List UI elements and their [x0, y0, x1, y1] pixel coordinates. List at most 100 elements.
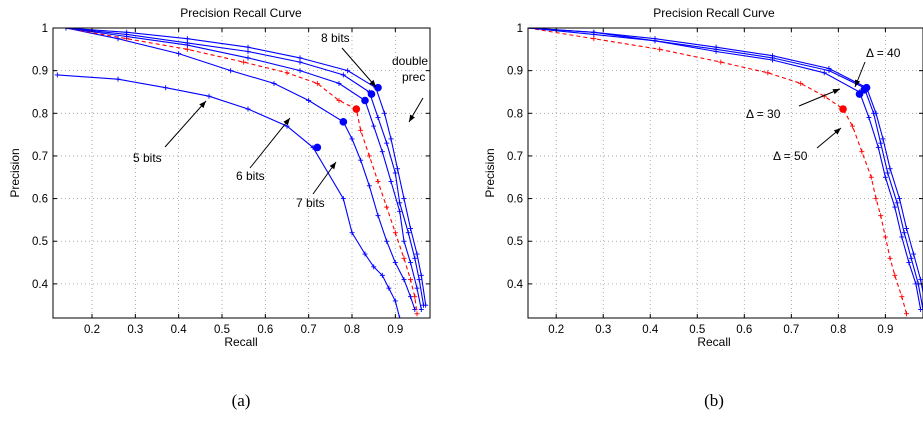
- data-point-b-0: [868, 174, 874, 180]
- data-point-b-0: [798, 80, 804, 86]
- y-tick-label-a: 0.7: [32, 151, 48, 163]
- y-tick-label-b: 1: [517, 23, 523, 35]
- data-point-b-3: [896, 196, 902, 202]
- data-point-a-4: [397, 200, 403, 206]
- data-point-b-1: [906, 260, 912, 266]
- data-point-a-2: [392, 230, 398, 236]
- data-point-a-1: [176, 51, 182, 57]
- operating-point-a-1: [339, 118, 348, 126]
- y-tick-label-b: 0.7: [507, 151, 523, 163]
- data-point-a-2: [366, 153, 372, 159]
- series-line-b-0: [528, 28, 908, 314]
- x-tick-label-a: 0.7: [301, 324, 317, 336]
- data-point-a-5: [395, 166, 400, 172]
- data-point-a-3: [388, 179, 394, 185]
- data-point-b-0: [591, 36, 597, 42]
- y-tick-label-b: 0.4: [507, 279, 524, 291]
- data-point-b-1: [892, 204, 898, 210]
- y-axis-label-a: Precision: [8, 148, 22, 197]
- operating-point-a-4: [367, 90, 376, 98]
- x-tick-label-b: 0.9: [877, 324, 893, 336]
- data-point-b-3: [873, 110, 879, 116]
- x-tick-label-b: 0.4: [642, 324, 659, 336]
- series-line-a-2: [65, 28, 418, 314]
- data-point-a-1: [358, 157, 364, 163]
- y-tick-label-a: 0.8: [32, 108, 48, 120]
- data-point-b-3: [652, 36, 658, 42]
- operating-point-a-2: [352, 105, 361, 113]
- operating-point-a-5: [374, 83, 382, 92]
- data-point-b-2: [885, 170, 891, 176]
- data-point-a-3: [371, 123, 377, 129]
- data-point-b-2: [920, 306, 923, 312]
- data-point-a-5: [345, 68, 351, 74]
- data-point-b-2: [901, 230, 907, 236]
- x-tick-label-a: 0.8: [344, 324, 360, 336]
- data-point-a-5: [408, 225, 413, 231]
- annotation-7-bits: 7 bits: [296, 196, 325, 210]
- y-tick-label-a: 0.6: [32, 194, 48, 206]
- y-tick-label-a: 0.5: [32, 236, 48, 248]
- data-point-a-0: [340, 196, 346, 202]
- x-tick-label-a: 0.2: [84, 324, 100, 336]
- y-tick-label-b: 0.8: [507, 108, 523, 120]
- series-group-a: [54, 28, 429, 318]
- data-point-a-5: [297, 55, 303, 61]
- data-point-b-0: [657, 46, 663, 52]
- data-point-a-4: [297, 59, 303, 65]
- data-point-a-5: [245, 44, 251, 50]
- data-point-a-4: [416, 277, 422, 283]
- data-point-b-1: [875, 144, 881, 150]
- data-point-b-2: [878, 140, 884, 146]
- data-point-a-0: [371, 264, 377, 270]
- data-point-b-2: [908, 255, 914, 261]
- data-point-a-3: [408, 260, 413, 266]
- panel-b: Precision Recall Curve 0.2 0.3 0.4 0.5 0.6 0.…: [483, 6, 923, 410]
- data-point-a-5: [401, 196, 407, 202]
- arrow-delta-30: [798, 88, 841, 107]
- axes-frame-a: [52, 27, 431, 319]
- annotation-double: double: [392, 54, 428, 68]
- data-point-a-0: [206, 93, 212, 99]
- x-tick-label-b: 0.7: [783, 324, 799, 336]
- grid-b: [528, 27, 923, 318]
- y-tick-label-a: 1: [42, 23, 48, 35]
- operating-point-a-0: [313, 143, 322, 152]
- data-point-b-3: [918, 277, 923, 283]
- data-point-b-0: [718, 59, 724, 65]
- chart-title-b: Precision Recall Curve: [653, 6, 775, 20]
- data-point-a-3: [397, 208, 403, 214]
- data-point-a-2: [336, 98, 342, 103]
- arrow-5-bits: [164, 100, 207, 148]
- x-tick-label-b: 0.8: [830, 324, 846, 336]
- x-tick-label-a: 0.9: [387, 324, 403, 336]
- data-point-a-1: [392, 260, 398, 266]
- panel-a: Precision Recall Curve 0.2 0.3 0.4 0.5 0.6 0.…: [8, 6, 431, 410]
- data-point-b-0: [849, 123, 855, 129]
- data-point-a-2: [184, 46, 190, 52]
- arrow-8-bits: [341, 47, 377, 88]
- ticks-a: 0.2 0.3 0.4 0.5 0.6 0.7 0.8 0.9 0.4 0.5 0.6 0.7 0.8 0…: [32, 23, 430, 336]
- data-point-b-3: [713, 44, 719, 50]
- x-tick-label-b: 0.2: [548, 324, 564, 336]
- operating-point-a-3: [361, 96, 369, 105]
- data-point-b-1: [882, 174, 888, 180]
- data-point-b-3: [887, 166, 893, 172]
- data-point-a-0: [379, 272, 385, 278]
- data-point-a-2: [241, 59, 247, 65]
- annotation-5-bits: 5 bits: [133, 151, 162, 165]
- data-point-a-0: [349, 230, 355, 236]
- arrow-double-prec: [408, 97, 424, 123]
- data-point-b-3: [904, 225, 910, 231]
- data-point-b-0: [765, 70, 771, 76]
- data-point-a-5: [388, 136, 394, 142]
- data-point-b-2: [894, 200, 900, 206]
- annotation-prec: prec: [402, 70, 425, 84]
- data-point-a-1: [349, 136, 355, 142]
- data-point-a-4: [184, 40, 190, 46]
- data-point-a-3: [245, 55, 251, 61]
- data-point-b-0: [904, 311, 910, 317]
- x-tick-label-b: 0.6: [736, 324, 752, 336]
- x-axis-label-a: Recall: [224, 335, 257, 349]
